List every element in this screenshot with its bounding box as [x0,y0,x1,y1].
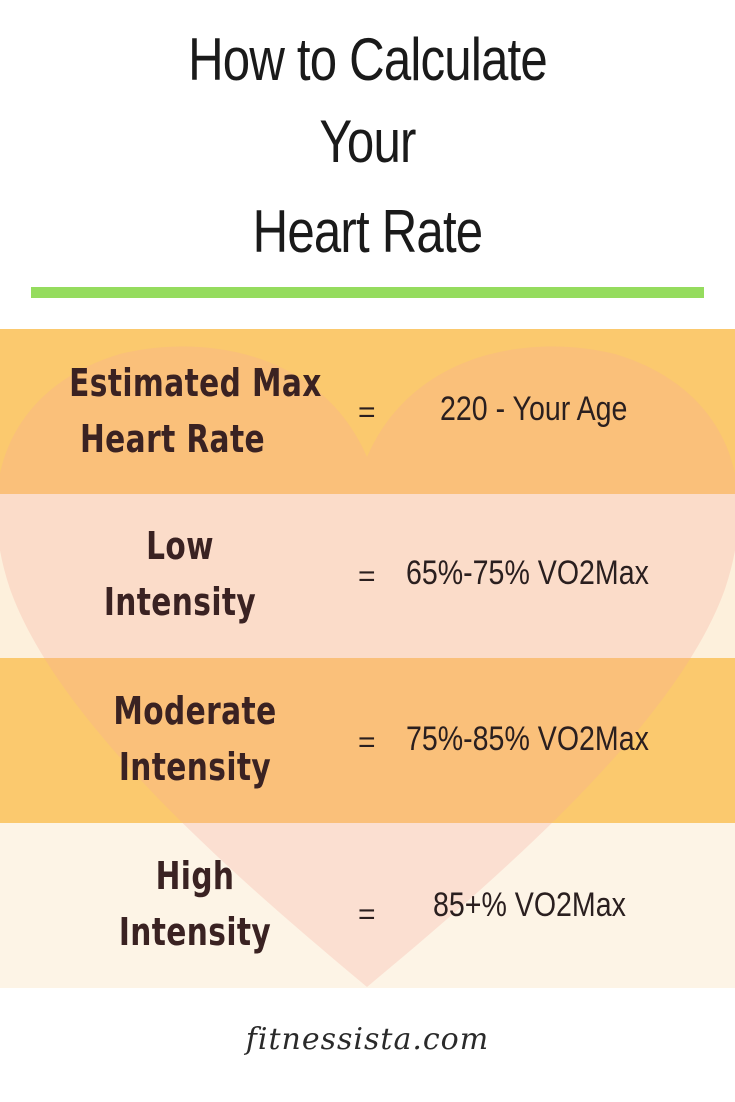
row-equals-high-intensity: = [358,898,376,931]
row-value-high-intensity: 85+% VO2Max [433,886,626,924]
row-label-moderate-intensity-line-2: Intensity [118,745,272,789]
table-row-moderate-intensity [0,658,735,823]
row-label-low-intensity-line-2: Intensity [103,580,257,624]
row-equals-max-heart-rate: = [358,396,376,429]
row-label-high-intensity-line-1: High [155,854,235,898]
row-label-low-intensity-line-1: Low [146,524,214,568]
row-value-moderate-intensity: 75%-85% VO2Max [406,720,649,758]
row-value-low-intensity: 65%-75% VO2Max [406,554,649,592]
table-row-high-intensity [0,823,735,988]
row-label-max-heart-rate-line-2: Heart Rate [79,417,266,461]
row-label-moderate-intensity-line-1: Moderate [113,689,277,733]
row-label-max-heart-rate-line-1: Estimated Max [69,361,322,405]
row-equals-low-intensity: = [358,560,376,593]
row-label-high-intensity-line-2: Intensity [118,910,272,954]
heart-rate-table [0,329,735,988]
footer-site-link[interactable]: fitnessista.com [245,1022,490,1057]
page-title-line-2: Your [319,108,416,175]
title-divider [31,287,704,298]
table-row-max-heart-rate [0,329,735,494]
page-title-line-3: Heart Rate [252,198,484,265]
table-row-low-intensity [0,494,735,659]
row-equals-moderate-intensity: = [358,726,376,759]
row-value-max-heart-rate: 220 - Your Age [440,390,628,428]
page-title-line-1: How to Calculate [188,26,548,93]
